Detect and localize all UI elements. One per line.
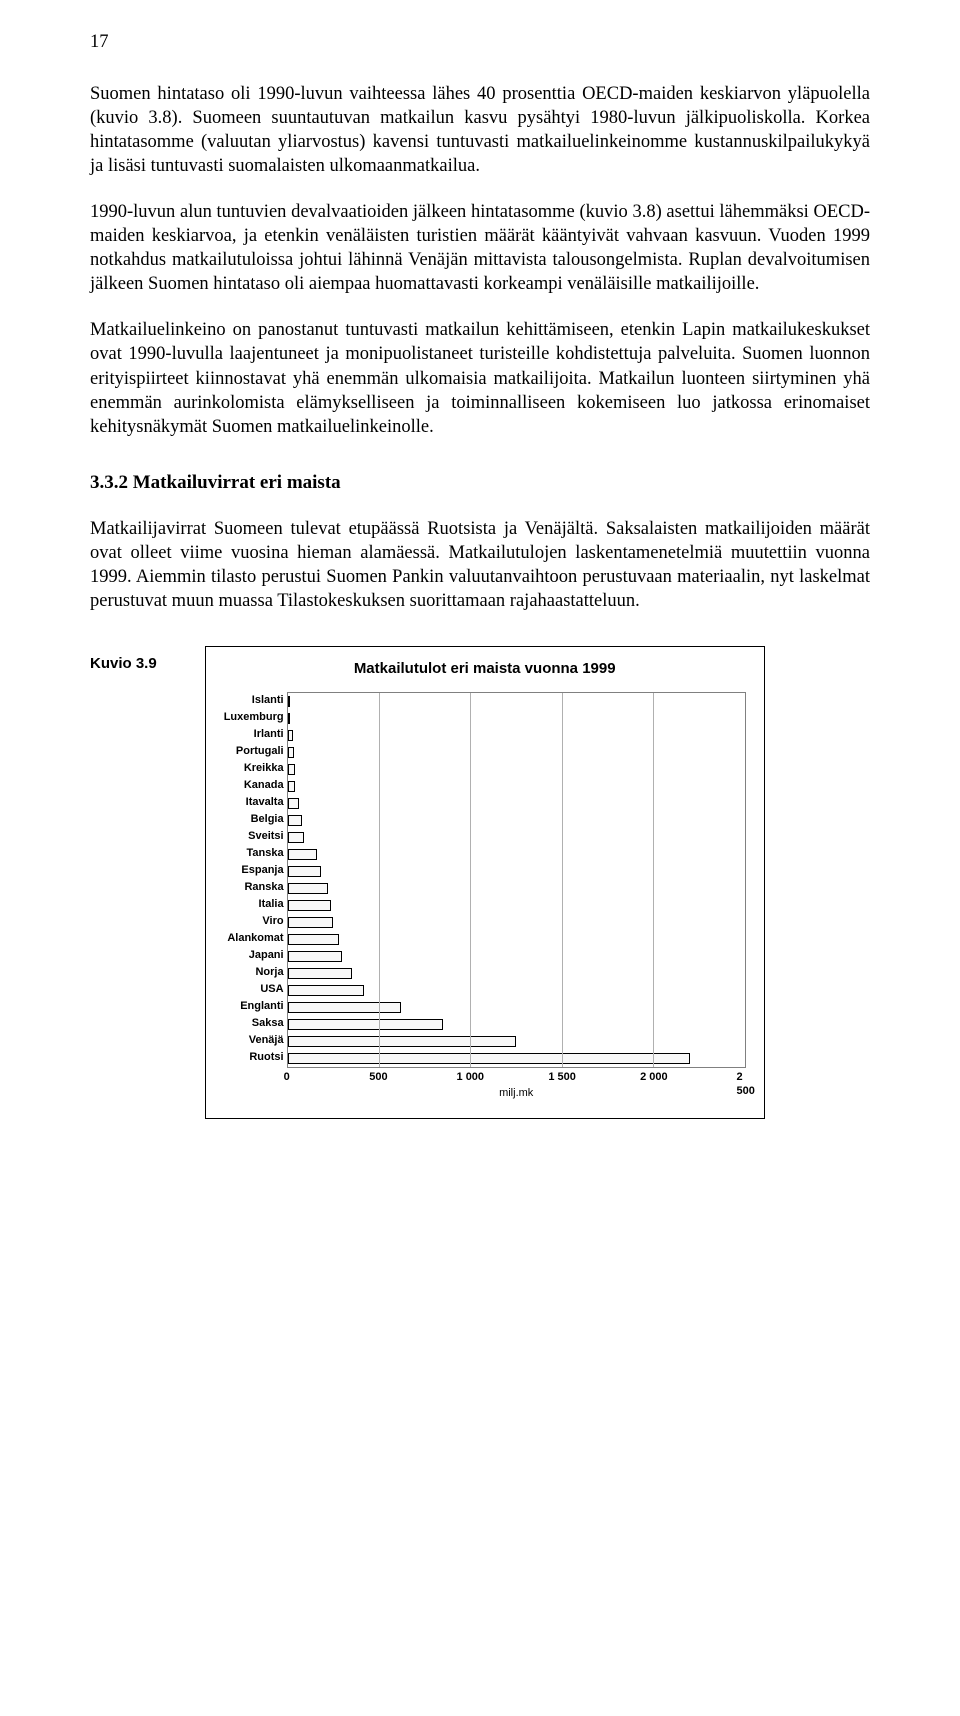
chart-y-label: Ranska [224, 879, 287, 896]
chart-bar-row [288, 999, 745, 1016]
chart-y-label: Irlanti [224, 726, 287, 743]
chart-bar-row [288, 1016, 745, 1033]
paragraph-2: 1990-luvun alun tuntuvien devalvaatioide… [90, 200, 870, 296]
section-heading: 3.3.2 Matkailuvirrat eri maista [90, 471, 870, 496]
chart-y-label: Islanti [224, 692, 287, 709]
chart-bar [288, 832, 304, 843]
chart-y-label: Sveitsi [224, 828, 287, 845]
chart-bar-row [288, 727, 745, 744]
chart-bar-row [288, 863, 745, 880]
chart-container: Matkailutulot eri maista vuonna 1999 Isl… [205, 646, 765, 1120]
chart-bar [288, 951, 343, 962]
chart-bar-row [288, 914, 745, 931]
chart-bar [288, 985, 365, 996]
chart-bar [288, 730, 293, 741]
chart-bar-row [288, 693, 745, 710]
chart-y-label: Saksa [224, 1015, 287, 1032]
chart-bar [288, 883, 328, 894]
chart-gridline [379, 693, 380, 1067]
chart-bar [288, 900, 332, 911]
chart-x-tick: 500 [369, 1070, 387, 1084]
chart-y-label: Alankomat [224, 930, 287, 947]
chart-x-tick: 1 500 [548, 1070, 576, 1084]
chart-x-tick: 1 000 [457, 1070, 485, 1084]
chart-bars-region [287, 692, 746, 1068]
chart-bar-row [288, 710, 745, 727]
chart-gridline [653, 693, 654, 1067]
chart-bar [288, 713, 290, 724]
chart-bar-row [288, 1050, 745, 1067]
chart-bar-row [288, 1033, 745, 1050]
chart-bar [288, 1036, 517, 1047]
chart-bar [288, 1019, 443, 1030]
chart-y-label: Venäjä [224, 1032, 287, 1049]
chart-bar-row [288, 897, 745, 914]
chart-y-label: Ruotsi [224, 1049, 287, 1066]
chart-y-label: Kanada [224, 777, 287, 794]
chart-y-label: USA [224, 981, 287, 998]
chart-bar-row [288, 778, 745, 795]
chart-bar [288, 747, 294, 758]
chart-y-label: Italia [224, 896, 287, 913]
chart-title: Matkailutulot eri maista vuonna 1999 [224, 659, 746, 679]
chart-y-labels: IslantiLuxemburgIrlantiPortugaliKreikkaK… [224, 692, 287, 1068]
chart-y-label: Norja [224, 964, 287, 981]
chart-bar [288, 798, 299, 809]
chart-y-label: Itavalta [224, 794, 287, 811]
paragraph-4: Matkailijavirrat Suomeen tulevat etupääs… [90, 517, 870, 613]
chart-bar-row [288, 744, 745, 761]
spacer [224, 1068, 287, 1100]
chart-y-label: Belgia [224, 811, 287, 828]
chart-bar [288, 917, 334, 928]
chart-bar [288, 934, 339, 945]
chart-y-label: Englanti [224, 998, 287, 1015]
figure-3-9: Kuvio 3.9 Matkailutulot eri maista vuonn… [90, 646, 870, 1120]
chart-bar-row [288, 880, 745, 897]
chart-plot-area: IslantiLuxemburgIrlantiPortugaliKreikkaK… [224, 692, 746, 1068]
chart-bar [288, 764, 295, 775]
chart-x-label: milj.mk [287, 1086, 746, 1100]
chart-bar-row [288, 829, 745, 846]
paragraph-3: Matkailuelinkeino on panostanut tuntuvas… [90, 318, 870, 438]
figure-label: Kuvio 3.9 [90, 646, 157, 674]
chart-bar-row [288, 846, 745, 863]
chart-bar [288, 866, 321, 877]
chart-gridline [562, 693, 563, 1067]
chart-bar [288, 849, 317, 860]
chart-y-label: Viro [224, 913, 287, 930]
chart-y-label: Luxemburg [224, 709, 287, 726]
chart-y-label: Japani [224, 947, 287, 964]
chart-y-label: Espanja [224, 862, 287, 879]
chart-bar [288, 968, 352, 979]
chart-bar-row [288, 982, 745, 999]
chart-bar-row [288, 931, 745, 948]
paragraph-1: Suomen hintataso oli 1990-luvun vaihtees… [90, 82, 870, 178]
chart-gridline [470, 693, 471, 1067]
chart-bar [288, 1053, 690, 1064]
chart-x-tick: 0 [284, 1070, 290, 1084]
chart-bar-row [288, 812, 745, 829]
chart-x-tick: 2 000 [640, 1070, 668, 1084]
chart-y-label: Kreikka [224, 760, 287, 777]
chart-bar [288, 815, 303, 826]
chart-bar-row [288, 795, 745, 812]
chart-bar [288, 696, 290, 707]
chart-bar-row [288, 761, 745, 778]
chart-bar [288, 781, 295, 792]
chart-bar [288, 1002, 401, 1013]
chart-bar-row [288, 948, 745, 965]
chart-y-label: Portugali [224, 743, 287, 760]
chart-x-axis: 05001 0001 5002 0002 500 [287, 1068, 746, 1086]
chart-y-label: Tanska [224, 845, 287, 862]
chart-x-tick: 2 500 [737, 1070, 755, 1099]
page-number: 17 [90, 30, 870, 54]
chart-bar-row [288, 965, 745, 982]
